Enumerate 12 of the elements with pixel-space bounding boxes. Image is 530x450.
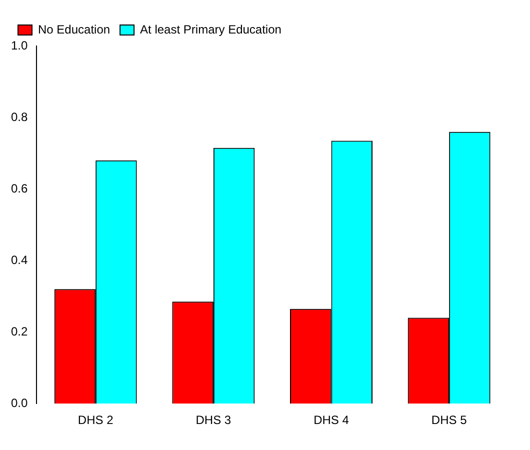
y-tick-label: 0.2 xyxy=(10,324,28,338)
y-tick-label: 0.6 xyxy=(10,181,28,196)
y-tick-label: 0.0 xyxy=(10,396,28,410)
legend-label: No Education xyxy=(38,22,110,36)
y-tick-label: 0.4 xyxy=(10,252,28,267)
legend-label: At least Primary Education xyxy=(140,22,282,36)
x-tick-label: DHS 5 xyxy=(431,413,468,428)
y-tick-label: 1.0 xyxy=(10,38,28,52)
y-tick-label: 0.8 xyxy=(10,110,28,124)
x-tick-label: DHS 3 xyxy=(196,413,232,428)
x-tick-label: DHS 2 xyxy=(78,413,114,428)
x-tick-label: DHS 4 xyxy=(314,413,350,428)
